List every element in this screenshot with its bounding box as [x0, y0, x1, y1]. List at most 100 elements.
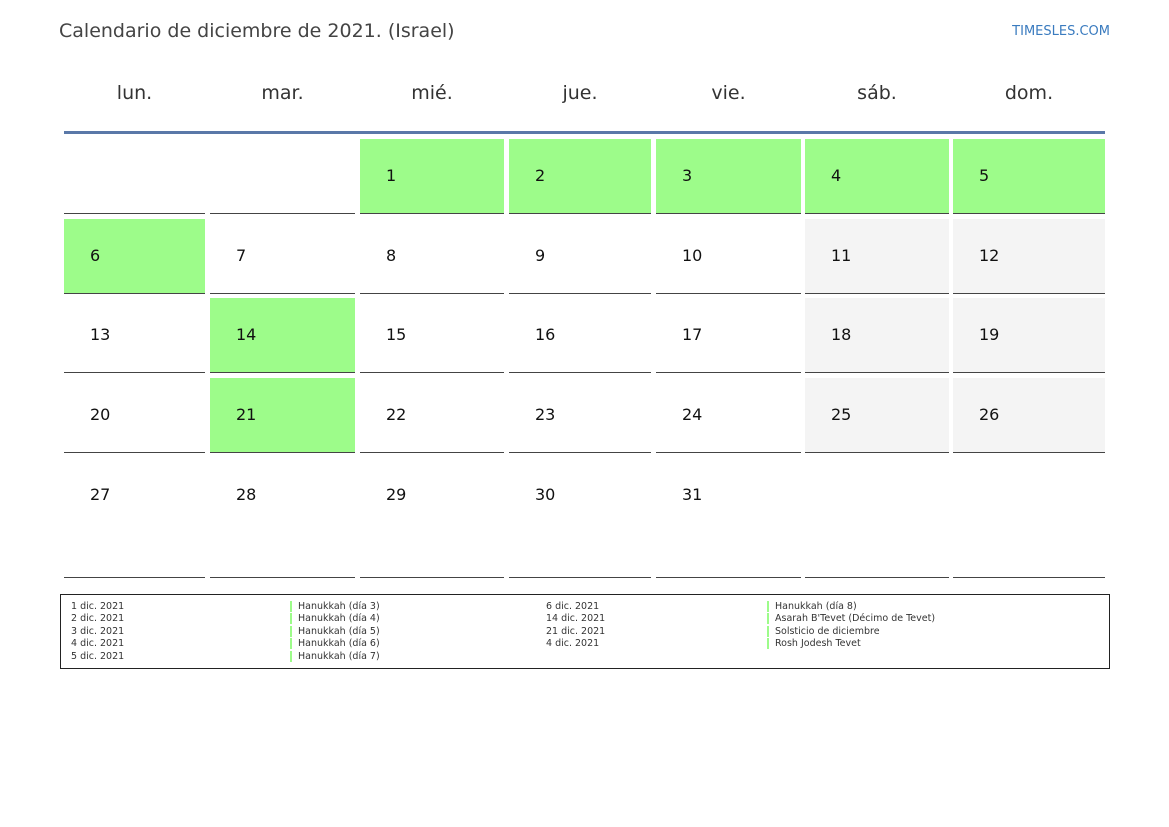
- legend-dates: 6 dic. 2021 14 dic. 2021 21 dic. 2021 4 dic…: [546, 601, 605, 651]
- calendar-grid: 1 2 3 4 5 6 7 8 9 10 11 12 13 14 15 16 17 18 19 20 21 22 23 24 2…: [64, 139, 1105, 578]
- day-cell: 11: [805, 219, 949, 294]
- day-number: 8: [386, 246, 397, 265]
- day-cell: 4: [805, 139, 949, 214]
- day-cell: 3: [656, 139, 801, 214]
- day-number: 4: [831, 166, 842, 185]
- day-number: 10: [682, 246, 703, 265]
- day-cell: 24: [656, 378, 801, 453]
- legend-date: 5 dic. 2021: [71, 650, 125, 662]
- day-cell: 2: [509, 139, 651, 214]
- page-title: Calendario de diciembre de 2021. (Israel…: [59, 20, 455, 42]
- weekday-label: mar.: [261, 82, 304, 104]
- day-cell: 29: [360, 458, 504, 578]
- day-cell: 6: [64, 219, 205, 294]
- day-number: 22: [386, 405, 407, 424]
- day-number: 17: [682, 325, 703, 344]
- day-number: 14: [236, 325, 257, 344]
- day-number: 7: [236, 246, 247, 265]
- day-number: 24: [682, 405, 703, 424]
- day-cell: 17: [656, 298, 801, 373]
- day-number: 2: [535, 166, 546, 185]
- day-number: 16: [535, 325, 556, 344]
- legend-date: 6 dic. 2021: [546, 601, 600, 612]
- legend-holiday-name: Rosh Jodesh Tevet: [767, 638, 861, 650]
- day-cell: 9: [509, 219, 651, 294]
- weekday-label: mié.: [411, 82, 453, 104]
- day-number: 27: [90, 485, 111, 504]
- day-number: 26: [979, 405, 1000, 424]
- day-number: 21: [236, 405, 257, 424]
- day-cell: 31: [656, 458, 801, 578]
- day-cell: 28: [210, 458, 355, 578]
- day-number: 31: [682, 485, 703, 504]
- legend-holiday-name: Hanukkah (día 4): [290, 613, 380, 625]
- legend-date: 14 dic. 2021: [546, 613, 606, 625]
- day-number: 29: [386, 485, 407, 504]
- day-number: 23: [535, 405, 556, 424]
- legend-names: Hanukkah (día 8) Asarah B'Tevet (Décimo d…: [767, 601, 936, 651]
- legend-date: 1 dic. 2021: [71, 601, 125, 612]
- day-cell: 10: [656, 219, 801, 294]
- day-number: 28: [236, 485, 257, 504]
- legend-holiday-name: Solsticio de diciembre: [767, 625, 880, 637]
- legend-holiday-name: Hanukkah (día 3): [290, 601, 380, 612]
- day-cell: [953, 458, 1105, 578]
- weekday-label: lun.: [116, 82, 153, 104]
- day-number: 25: [831, 405, 852, 424]
- day-cell: 15: [360, 298, 504, 373]
- day-number: 13: [90, 325, 111, 344]
- day-number: 19: [979, 325, 1000, 344]
- day-cell: 30: [509, 458, 651, 578]
- day-number: 6: [90, 246, 101, 265]
- legend-date: 4 dic. 2021: [546, 638, 600, 650]
- site-link[interactable]: TIMESLES.COM: [1012, 24, 1110, 39]
- day-number: 3: [682, 166, 693, 185]
- day-cell: 12: [953, 219, 1105, 294]
- day-cell: 18: [805, 298, 949, 373]
- legend-holiday-name: Hanukkah (día 7): [290, 650, 380, 662]
- weekday-label: dom.: [1004, 82, 1054, 104]
- day-number: 30: [535, 485, 556, 504]
- day-number: 5: [979, 166, 990, 185]
- holiday-legend: 1 dic. 2021 2 dic. 2021 3 dic. 2021 4 dic. …: [60, 594, 1110, 669]
- day-number: 11: [831, 246, 852, 265]
- day-cell: 16: [509, 298, 651, 373]
- day-cell: 19: [953, 298, 1105, 373]
- legend-holiday-name: Asarah B'Tevet (Décimo de Tevet): [767, 613, 936, 625]
- day-cell: 21: [210, 378, 355, 453]
- header-divider: [64, 131, 1105, 134]
- day-cell: 22: [360, 378, 504, 453]
- day-number: 18: [831, 325, 852, 344]
- legend-date: 2 dic. 2021: [71, 613, 125, 625]
- day-cell: 7: [210, 219, 355, 294]
- legend-holiday-name: Hanukkah (día 5): [290, 625, 380, 637]
- legend-date: 21 dic. 2021: [546, 625, 606, 637]
- day-number: 9: [535, 246, 546, 265]
- day-cell: 8: [360, 219, 504, 294]
- weekday-label: jue.: [562, 82, 598, 104]
- day-cell: 14: [210, 298, 355, 373]
- legend-date: 4 dic. 2021: [71, 638, 125, 650]
- day-number: 15: [386, 325, 407, 344]
- day-cell: 20: [64, 378, 205, 453]
- day-cell: 26: [953, 378, 1105, 453]
- day-cell: 25: [805, 378, 949, 453]
- day-cell: [210, 139, 355, 214]
- legend-holiday-name: Hanukkah (día 6): [290, 638, 380, 650]
- day-cell: [64, 139, 205, 214]
- day-cell: 5: [953, 139, 1105, 214]
- weekday-label: vie.: [711, 82, 746, 104]
- legend-dates: 1 dic. 2021 2 dic. 2021 3 dic. 2021 4 dic. …: [71, 601, 124, 663]
- legend-names: Hanukkah (día 3) Hanukkah (día 4) Hanukkah…: [290, 601, 380, 663]
- legend-date: 3 dic. 2021: [71, 625, 125, 637]
- day-number: 12: [979, 246, 1000, 265]
- weekday-label: sáb.: [857, 82, 897, 104]
- day-cell: [805, 458, 949, 578]
- weekday-header: lun. mar. mié. jue. vie. sáb. dom.: [64, 82, 1105, 116]
- day-cell: 1: [360, 139, 504, 214]
- day-cell: 13: [64, 298, 205, 373]
- day-cell: 27: [64, 458, 205, 578]
- legend-holiday-name: Hanukkah (día 8): [767, 601, 857, 612]
- day-number: 20: [90, 405, 111, 424]
- day-number: 1: [386, 166, 397, 185]
